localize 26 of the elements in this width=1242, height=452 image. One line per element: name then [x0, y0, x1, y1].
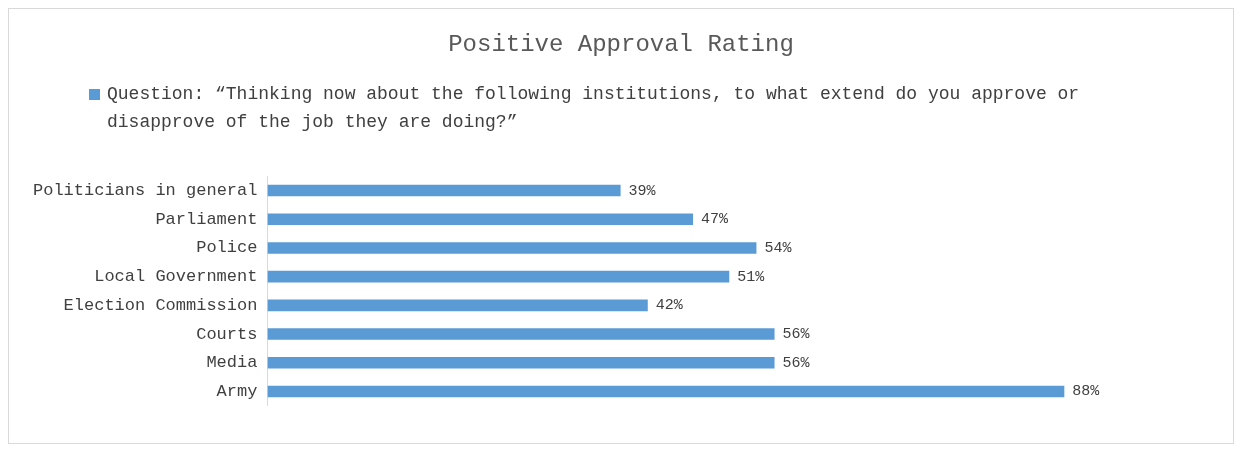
y-tick-label: Politicians in general: [33, 181, 258, 201]
bar: [267, 242, 757, 254]
data-label: 51%: [737, 268, 766, 286]
data-label: 56%: [782, 326, 811, 344]
y-tick-label: Army: [216, 381, 258, 401]
data-label: 47%: [701, 211, 730, 229]
data-label: 88%: [1072, 383, 1101, 401]
y-tick-label: Media: [206, 353, 258, 373]
data-label: 56%: [782, 354, 811, 372]
legend-label: Question: “Thinking now about the following institutions, to what extend do you approve or disapprove of the job they are doing?”: [107, 84, 1080, 132]
bar: [267, 356, 775, 369]
data-label: 54%: [764, 239, 793, 257]
y-tick-label: Courts: [196, 324, 258, 344]
bar: [267, 299, 648, 312]
bar: [267, 213, 694, 226]
y-tick-label: Police: [196, 238, 258, 258]
y-tick-label: Parliament: [155, 209, 258, 229]
bar: [267, 184, 621, 197]
bar: [267, 385, 1065, 398]
data-label: 42%: [655, 297, 684, 315]
chart-title: Positive Approval Rating: [447, 31, 795, 58]
bar: [267, 328, 775, 340]
y-tick-label: Election Commission: [63, 295, 258, 315]
y-tick-label: Local Government: [94, 267, 258, 287]
data-label: 39%: [628, 182, 657, 200]
bar: [267, 270, 730, 283]
